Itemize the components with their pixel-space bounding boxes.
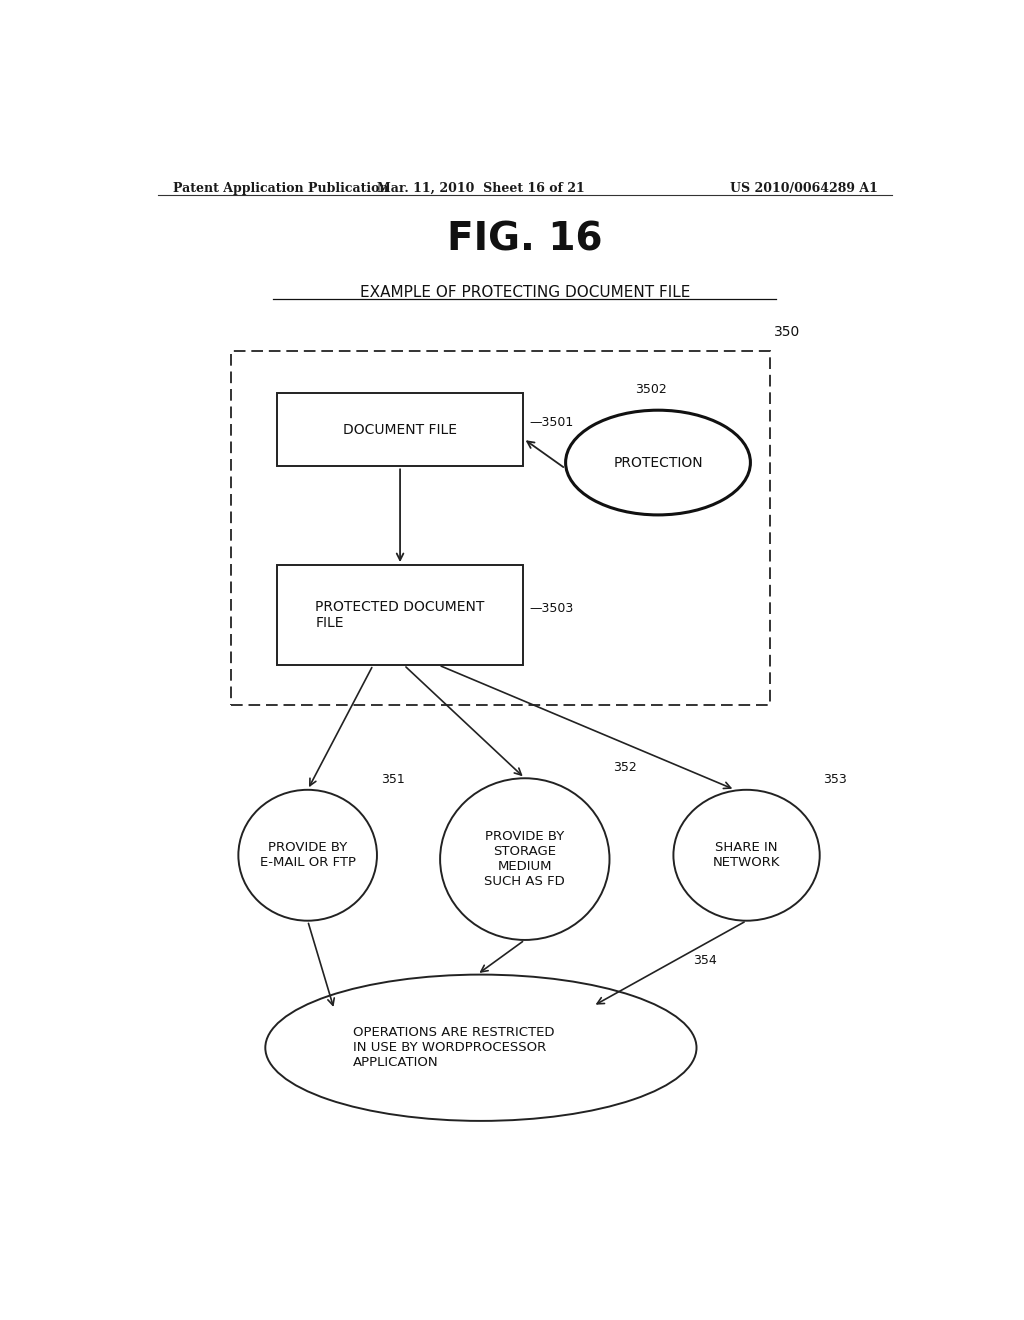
- Ellipse shape: [265, 974, 696, 1121]
- Text: PROVIDE BY
E-MAIL OR FTP: PROVIDE BY E-MAIL OR FTP: [260, 841, 355, 870]
- Text: PROTECTED DOCUMENT
FILE: PROTECTED DOCUMENT FILE: [315, 599, 484, 630]
- Text: US 2010/0064289 A1: US 2010/0064289 A1: [729, 182, 878, 194]
- Text: 351: 351: [381, 774, 404, 785]
- Ellipse shape: [565, 411, 751, 515]
- Ellipse shape: [440, 779, 609, 940]
- Text: —3503: —3503: [529, 602, 573, 615]
- Text: —3501: —3501: [529, 416, 573, 429]
- Ellipse shape: [674, 789, 819, 921]
- FancyBboxPatch shape: [276, 393, 523, 466]
- Text: OPERATIONS ARE RESTRICTED
IN USE BY WORDPROCESSOR
APPLICATION: OPERATIONS ARE RESTRICTED IN USE BY WORD…: [353, 1026, 555, 1069]
- Text: Mar. 11, 2010  Sheet 16 of 21: Mar. 11, 2010 Sheet 16 of 21: [377, 182, 585, 194]
- Text: PROTECTION: PROTECTION: [613, 455, 702, 470]
- Text: 3502: 3502: [635, 383, 667, 396]
- Text: 353: 353: [823, 774, 847, 785]
- Text: 350: 350: [773, 325, 800, 339]
- Ellipse shape: [239, 789, 377, 921]
- Text: DOCUMENT FILE: DOCUMENT FILE: [343, 422, 457, 437]
- Text: Patent Application Publication: Patent Application Publication: [173, 182, 388, 194]
- FancyBboxPatch shape: [276, 565, 523, 665]
- Text: PROVIDE BY
STORAGE
MEDIUM
SUCH AS FD: PROVIDE BY STORAGE MEDIUM SUCH AS FD: [484, 830, 565, 888]
- Text: 354: 354: [692, 954, 717, 968]
- Text: SHARE IN
NETWORK: SHARE IN NETWORK: [713, 841, 780, 870]
- Text: EXAMPLE OF PROTECTING DOCUMENT FILE: EXAMPLE OF PROTECTING DOCUMENT FILE: [359, 285, 690, 301]
- Text: FIG. 16: FIG. 16: [447, 220, 602, 257]
- Text: 352: 352: [613, 762, 637, 775]
